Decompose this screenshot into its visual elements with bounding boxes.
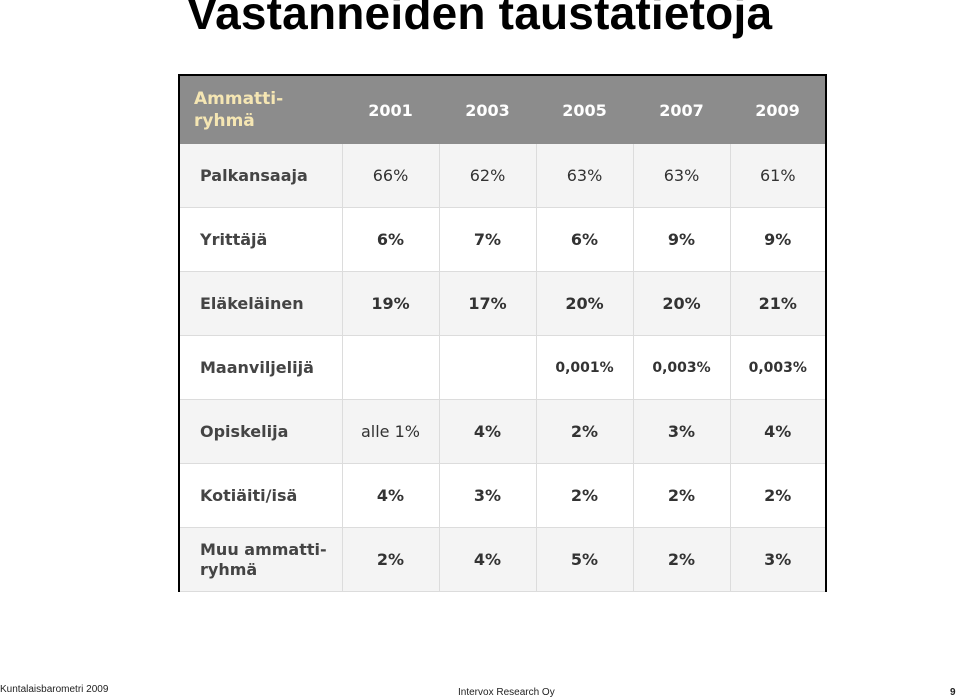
header-year: 2005 xyxy=(536,74,633,144)
header-year: 2007 xyxy=(633,74,730,144)
header-label-line1: Ammatti- xyxy=(194,89,284,109)
row-label: Muu ammatti-ryhmä xyxy=(178,527,343,592)
table-cell: 2% xyxy=(633,527,731,592)
table-cell: 6% xyxy=(536,207,634,272)
header-year: 2001 xyxy=(342,74,439,144)
page-title: Vastanneiden taustatietoja xyxy=(186,0,773,39)
row-label: Yrittäjä xyxy=(178,207,343,272)
row-label: Eläkeläinen xyxy=(178,271,343,336)
footer-company: Intervox Research Oy xyxy=(458,687,555,698)
row-label: Maanviljelijä xyxy=(178,335,343,400)
table-cell: 63% xyxy=(536,144,634,208)
table-header-row: Ammatti-ryhmä 2001 2003 2005 2007 2009 xyxy=(178,74,827,144)
table-cell: 0,003% xyxy=(730,335,827,400)
table-cell: 4% xyxy=(342,463,440,528)
table-row: Kotiäiti/isä 4% 3% 2% 2% 2% xyxy=(178,463,827,528)
header-year: 2003 xyxy=(439,74,536,144)
row-label: Opiskelija xyxy=(178,399,343,464)
row-label: Kotiäiti/isä xyxy=(178,463,343,528)
table-cell: 4% xyxy=(439,399,537,464)
table-cell: 2% xyxy=(342,527,440,592)
table-cell: 6% xyxy=(342,207,440,272)
row-label: Palkansaaja xyxy=(178,144,343,208)
table-cell: 3% xyxy=(730,527,827,592)
table-cell: 2% xyxy=(730,463,827,528)
table-cell: 20% xyxy=(536,271,634,336)
row-label-line1: Muu ammatti- xyxy=(200,539,327,559)
table-cell: 3% xyxy=(633,399,731,464)
page-number: 9 xyxy=(950,687,956,698)
table-row: Yrittäjä 6% 7% 6% 9% 9% xyxy=(178,207,827,272)
background-table: Ammatti-ryhmä 2001 2003 2005 2007 2009 P… xyxy=(178,74,827,592)
table-cell: 2% xyxy=(633,463,731,528)
header-label-line2: ryhmä xyxy=(194,111,255,131)
table-cell xyxy=(439,335,537,400)
table-cell: 4% xyxy=(439,527,537,592)
table-cell: 66% xyxy=(342,144,440,208)
table-cell: 3% xyxy=(439,463,537,528)
table-cell: 7% xyxy=(439,207,537,272)
table-cell xyxy=(342,335,440,400)
table-cell: 20% xyxy=(633,271,731,336)
table-cell: 0,003% xyxy=(633,335,731,400)
table-cell: 62% xyxy=(439,144,537,208)
table-row: Opiskelija alle 1% 4% 2% 3% 4% xyxy=(178,399,827,464)
header-year: 2009 xyxy=(730,74,827,144)
row-label-line2: ryhmä xyxy=(200,559,258,579)
table-cell: 17% xyxy=(439,271,537,336)
table-cell: alle 1% xyxy=(342,399,440,464)
table-cell: 2% xyxy=(536,463,634,528)
table-cell: 63% xyxy=(633,144,731,208)
table-row: Muu ammatti-ryhmä 2% 4% 5% 2% 3% xyxy=(178,527,827,592)
table-row: Maanviljelijä 0,001% 0,003% 0,003% xyxy=(178,335,827,400)
header-occupation-group: Ammatti-ryhmä xyxy=(178,74,342,144)
table-cell: 9% xyxy=(730,207,827,272)
table-row: Palkansaaja 66% 62% 63% 63% 61% xyxy=(178,144,827,208)
table-cell: 19% xyxy=(342,271,440,336)
table-row: Eläkeläinen 19% 17% 20% 20% 21% xyxy=(178,271,827,336)
table-cell: 61% xyxy=(730,144,827,208)
table-cell: 5% xyxy=(536,527,634,592)
table-cell: 4% xyxy=(730,399,827,464)
table-cell: 9% xyxy=(633,207,731,272)
table-cell: 2% xyxy=(536,399,634,464)
table-cell: 0,001% xyxy=(536,335,634,400)
table-cell: 21% xyxy=(730,271,827,336)
footer-source: Kuntalaisbarometri 2009 xyxy=(0,684,109,695)
